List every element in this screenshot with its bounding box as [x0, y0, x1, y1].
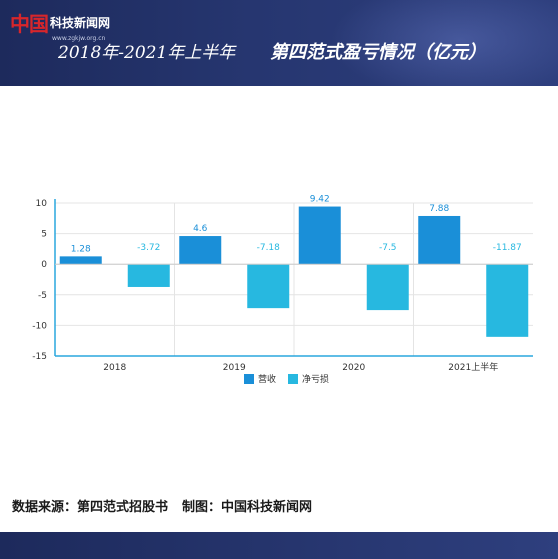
- chart-bars: [59, 206, 529, 337]
- bar-net-loss: [127, 264, 170, 287]
- bar-net-loss: [247, 264, 290, 309]
- y-tick-label: 10: [36, 199, 48, 209]
- banner-glow: [330, 0, 558, 86]
- bar-revenue: [59, 256, 102, 265]
- bar-revenue: [418, 215, 461, 265]
- credit-text: 制图：中国科技新闻网: [182, 500, 313, 515]
- y-tick-label: 0: [41, 260, 47, 270]
- chart-data-labels: 1.28 -3.72 4.6 -7.18 9.42 -7.5 7.88 -11.87: [71, 195, 522, 255]
- data-source: 数据来源：第四范式招股书 制图：中国科技新闻网: [12, 496, 312, 515]
- data-label: -7.5: [379, 243, 397, 253]
- chart-axes: 10 5 0 -5 -10 -15 2018 2019 2020 2021上半年: [32, 199, 533, 373]
- legend-swatch: [244, 374, 254, 384]
- logo-cn-text: 中国: [10, 12, 49, 36]
- site-logo: 中国 科技新闻网 www.zgkjw.org.cn: [10, 8, 110, 42]
- data-label: -3.72: [137, 243, 160, 253]
- data-label: 1.28: [71, 244, 91, 254]
- bar-net-loss: [486, 264, 529, 337]
- logo-url-text: www.zgkjw.org.cn: [52, 35, 106, 42]
- data-label: -7.18: [257, 243, 281, 253]
- y-tick-label: 5: [41, 230, 47, 240]
- data-label: 7.88: [429, 204, 449, 214]
- bottom-banner: [0, 532, 558, 559]
- bar-chart: 1.28 -3.72 4.6 -7.18 9.42 -7.5 7.88 -11.87 10 5 0…: [32, 195, 533, 385]
- data-label: 9.42: [310, 195, 330, 205]
- title-period: 2018年-2021年上半年: [58, 43, 236, 63]
- x-tick-label: 2021上半年: [448, 361, 498, 373]
- y-tick-label: -5: [38, 291, 47, 301]
- bar-revenue: [179, 236, 222, 265]
- top-banner: 中国 科技新闻网 www.zgkjw.org.cn 2018年-2021年上半年 …: [0, 0, 558, 86]
- x-tick-label: 2018: [103, 363, 126, 373]
- banner-title: 2018年-2021年上半年 第四范式盈亏情况（亿元）: [0, 38, 558, 68]
- data-label: -11.87: [493, 243, 522, 253]
- bar-net-loss: [366, 264, 409, 311]
- legend-label: 营收: [258, 373, 276, 385]
- data-label: 4.6: [193, 224, 208, 234]
- logo-name-text: 科技新闻网: [50, 16, 111, 30]
- source-text: 数据来源：第四范式招股书: [12, 500, 169, 515]
- y-tick-label: -15: [32, 352, 47, 362]
- chart-legend: 营收 净亏损: [244, 373, 329, 385]
- bar-revenue: [298, 206, 341, 265]
- y-tick-label: -10: [32, 321, 47, 331]
- x-tick-label: 2020: [342, 363, 365, 373]
- legend-label: 净亏损: [302, 373, 329, 385]
- legend-swatch: [288, 374, 298, 384]
- title-main: 第四范式盈亏情况（亿元）: [270, 42, 486, 63]
- x-tick-label: 2019: [223, 363, 246, 373]
- chart-grid: [55, 202, 533, 357]
